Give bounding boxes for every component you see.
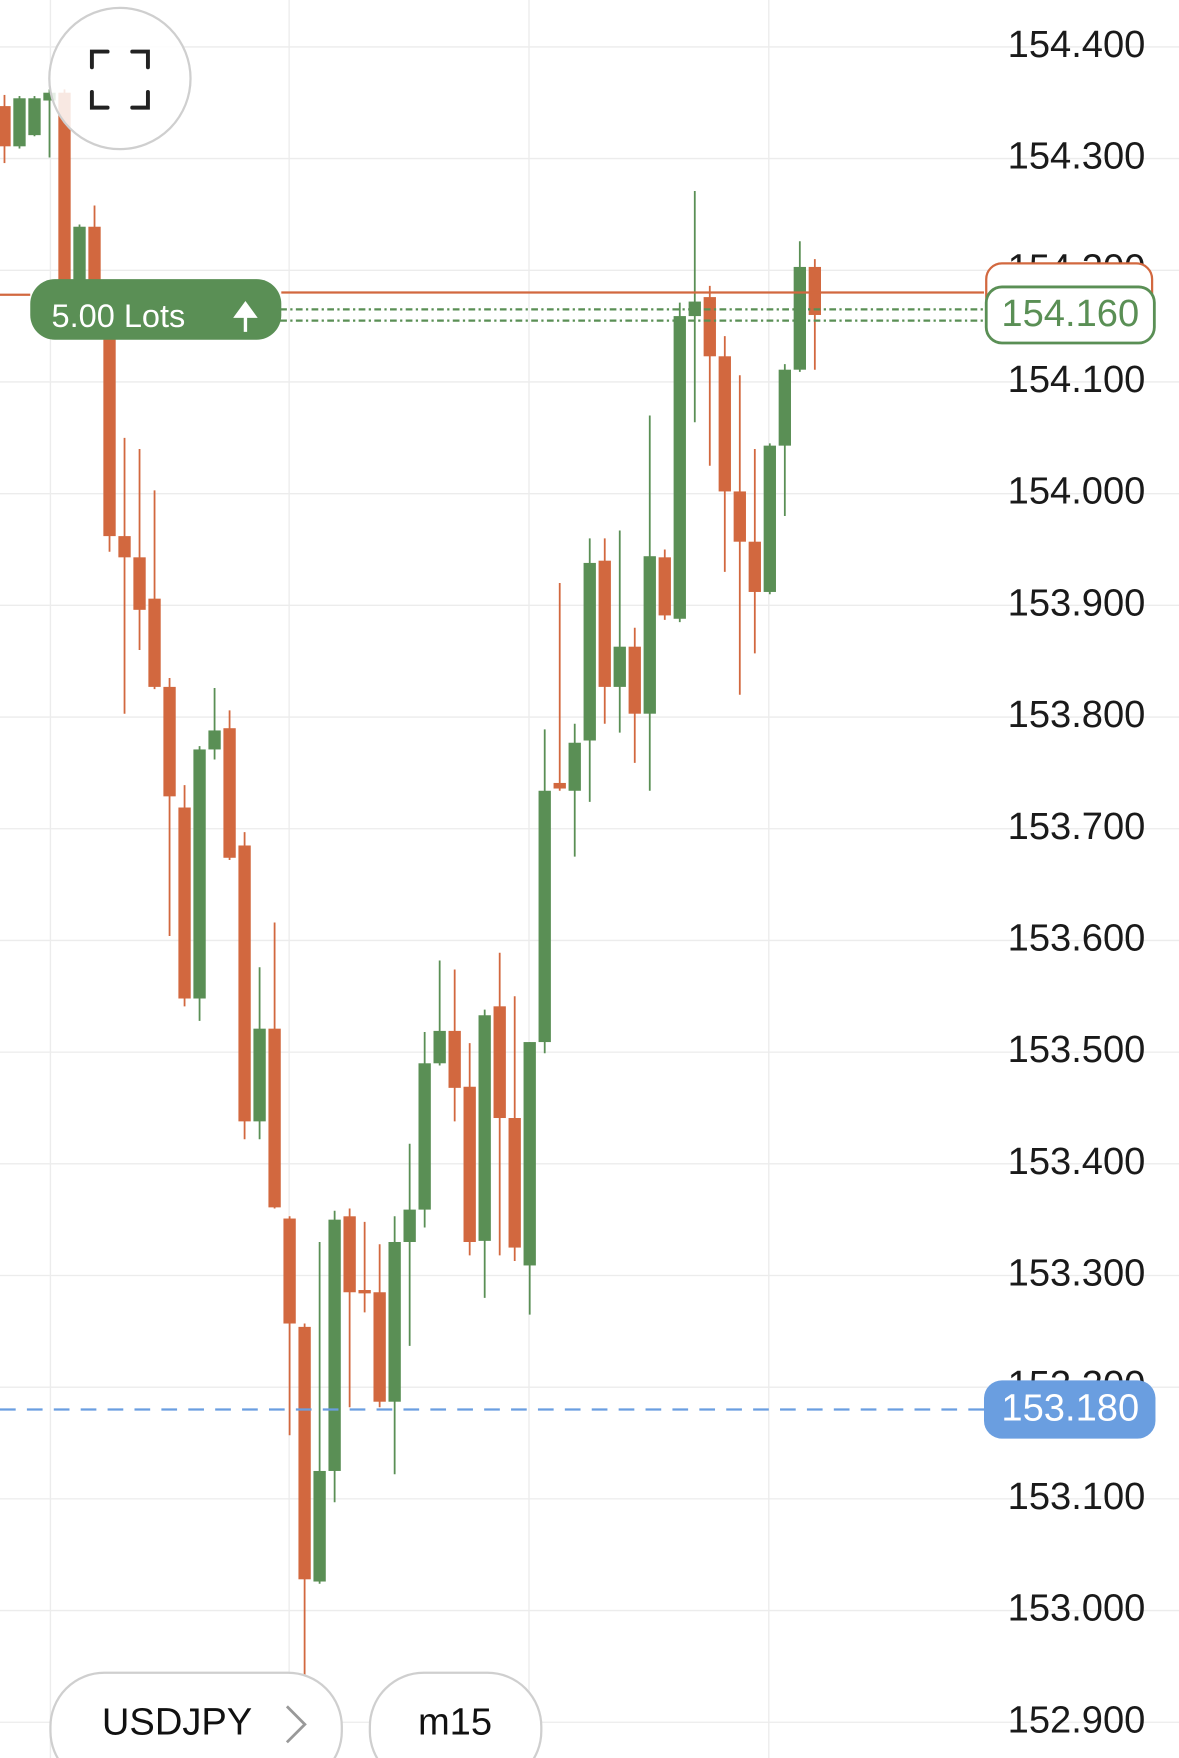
candle-body bbox=[253, 1028, 266, 1122]
symbol-label: USDJPY bbox=[102, 1701, 252, 1743]
candle-body bbox=[628, 646, 641, 714]
candle-body bbox=[808, 266, 821, 315]
candle-body bbox=[718, 356, 731, 492]
order-label: 5.00 Lots bbox=[52, 298, 186, 334]
y-tick-label: 154.400 bbox=[1008, 24, 1146, 66]
candle-body bbox=[73, 226, 86, 281]
candle-body bbox=[403, 1209, 416, 1242]
y-tick-label: 153.600 bbox=[1008, 917, 1146, 959]
candle-body bbox=[388, 1241, 401, 1402]
candle-body bbox=[448, 1030, 461, 1088]
y-tick-label: 154.300 bbox=[1008, 136, 1146, 178]
candle-body bbox=[733, 491, 746, 542]
candle-body bbox=[223, 728, 236, 858]
button-circle bbox=[48, 6, 192, 151]
fullscreen-button[interactable] bbox=[48, 6, 192, 151]
y-axis: 152.900153.000153.100153.200153.300153.4… bbox=[1008, 24, 1146, 1741]
candle-body bbox=[358, 1290, 371, 1294]
candle-body bbox=[433, 1030, 446, 1064]
candle-body bbox=[583, 562, 596, 741]
candle-body bbox=[658, 557, 671, 616]
candle-body bbox=[763, 445, 776, 592]
candle-body bbox=[568, 742, 581, 791]
up-arrow bbox=[233, 300, 258, 332]
candle-body bbox=[553, 782, 566, 789]
candle-body bbox=[493, 1006, 506, 1119]
pill-bg bbox=[30, 279, 282, 340]
y-tick-label: 153.300 bbox=[1008, 1253, 1146, 1295]
price-label: 154.160 bbox=[1001, 293, 1139, 335]
candle-body bbox=[343, 1216, 356, 1293]
symbol-button[interactable]: USDJPY bbox=[49, 1671, 343, 1758]
y-tick-label: 153.400 bbox=[1008, 1141, 1146, 1183]
candle-body bbox=[523, 1042, 536, 1266]
candle-body bbox=[208, 730, 221, 750]
candle-body bbox=[13, 98, 26, 147]
candle-body bbox=[103, 302, 116, 537]
chevron bbox=[285, 1705, 307, 1744]
candle-body bbox=[748, 541, 761, 592]
price-label: 153.180 bbox=[1001, 1388, 1139, 1430]
candle-body bbox=[598, 560, 611, 687]
candle-body bbox=[268, 1028, 281, 1208]
candle-body bbox=[328, 1219, 341, 1471]
y-tick-label: 154.100 bbox=[1008, 359, 1146, 401]
candles bbox=[0, 89, 821, 1705]
button-bg bbox=[49, 1671, 343, 1758]
candle-body bbox=[643, 556, 656, 714]
y-tick-label: 153.800 bbox=[1008, 694, 1146, 736]
candle-body bbox=[508, 1118, 521, 1248]
candle-body bbox=[238, 845, 251, 1122]
candle-body bbox=[373, 1292, 386, 1402]
timeframe-button[interactable]: m15 bbox=[368, 1671, 543, 1758]
candle-body bbox=[118, 536, 131, 558]
y-tick-label: 153.000 bbox=[1008, 1588, 1146, 1630]
candle-body bbox=[418, 1063, 431, 1210]
candle-body bbox=[613, 646, 626, 687]
timeframe-label: m15 bbox=[418, 1701, 492, 1743]
candle-body bbox=[463, 1086, 476, 1242]
candle-body bbox=[0, 106, 11, 147]
candle-body bbox=[178, 807, 191, 999]
candle-body bbox=[193, 749, 206, 999]
y-tick-label: 153.900 bbox=[1008, 582, 1146, 624]
candle-body bbox=[283, 1218, 296, 1324]
y-tick-label: 154.000 bbox=[1008, 471, 1146, 513]
button-bg bbox=[368, 1671, 543, 1758]
y-tick-label: 152.900 bbox=[1008, 1699, 1146, 1741]
price-box bbox=[983, 1380, 1156, 1439]
y-tick-label: 153.100 bbox=[1008, 1476, 1146, 1518]
candle-body bbox=[298, 1326, 311, 1580]
candle-body bbox=[43, 92, 56, 101]
candle-body bbox=[538, 790, 551, 1043]
candle-body bbox=[163, 686, 176, 797]
candle-body bbox=[313, 1470, 326, 1582]
candle-body bbox=[148, 598, 161, 687]
y-tick-label: 153.500 bbox=[1008, 1029, 1146, 1071]
candle-body bbox=[133, 557, 146, 610]
candle-body bbox=[778, 369, 791, 446]
candle-body bbox=[793, 266, 806, 370]
fullscreen-icon bbox=[89, 49, 150, 110]
overlay: 154.160 153.180 bbox=[0, 262, 1156, 1439]
candle-body bbox=[703, 297, 716, 357]
candle-body bbox=[673, 316, 686, 619]
price-box bbox=[984, 285, 1156, 345]
candle-body bbox=[478, 1015, 491, 1241]
order-pill[interactable]: 5.00 Lots bbox=[30, 279, 282, 340]
candle-body bbox=[28, 98, 41, 136]
candle-body bbox=[58, 92, 71, 281]
y-tick-label: 153.700 bbox=[1008, 806, 1146, 848]
